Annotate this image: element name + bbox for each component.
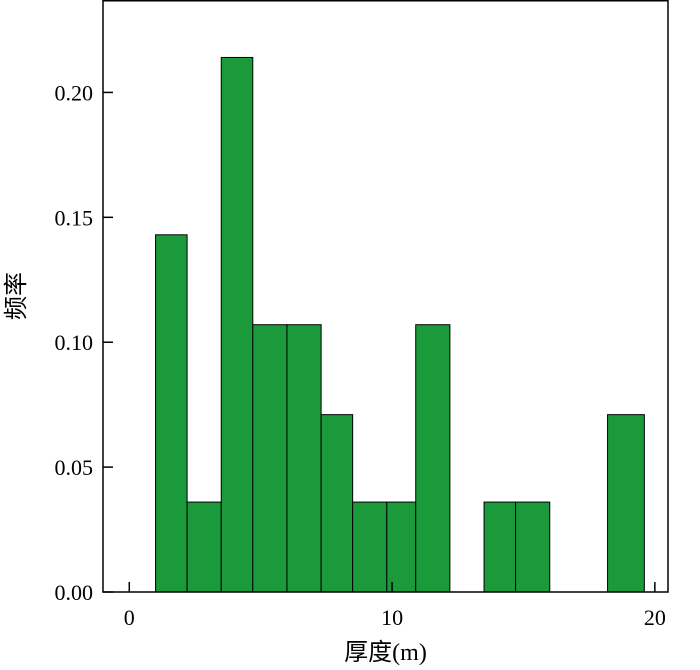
histogram-bar <box>286 324 322 593</box>
histogram-bar <box>607 414 645 593</box>
x-tick-label: 10 <box>381 605 403 630</box>
y-axis-label: 频率 <box>3 272 30 320</box>
histogram-bar <box>415 324 451 593</box>
histogram-bar <box>386 501 417 593</box>
y-tick-label: 0.10 <box>55 330 94 355</box>
histogram-bar <box>155 234 188 593</box>
y-tick-label: 0.20 <box>55 80 94 105</box>
y-tick-label: 0.15 <box>55 205 94 230</box>
plot-frame <box>102 0 669 593</box>
histogram-bar <box>483 501 517 593</box>
y-tick-label: 0.05 <box>55 455 94 480</box>
y-tick-label: 0.00 <box>55 580 94 605</box>
histogram-bar <box>186 501 222 593</box>
histogram-bar <box>320 414 354 593</box>
x-tick-label: 20 <box>644 605 666 630</box>
x-axis-label: 厚度(m) <box>344 639 427 666</box>
x-axis-ticks: 0 10 20 <box>124 582 666 630</box>
histogram-bar <box>515 501 551 593</box>
histogram-bar <box>352 501 388 593</box>
y-axis-ticks: 0.00 0.05 0.10 0.15 0.20 <box>55 80 113 605</box>
histogram-bar <box>220 56 254 593</box>
histogram-bar <box>252 324 288 593</box>
x-tick-label: 0 <box>124 605 135 630</box>
bars-group <box>155 56 645 593</box>
